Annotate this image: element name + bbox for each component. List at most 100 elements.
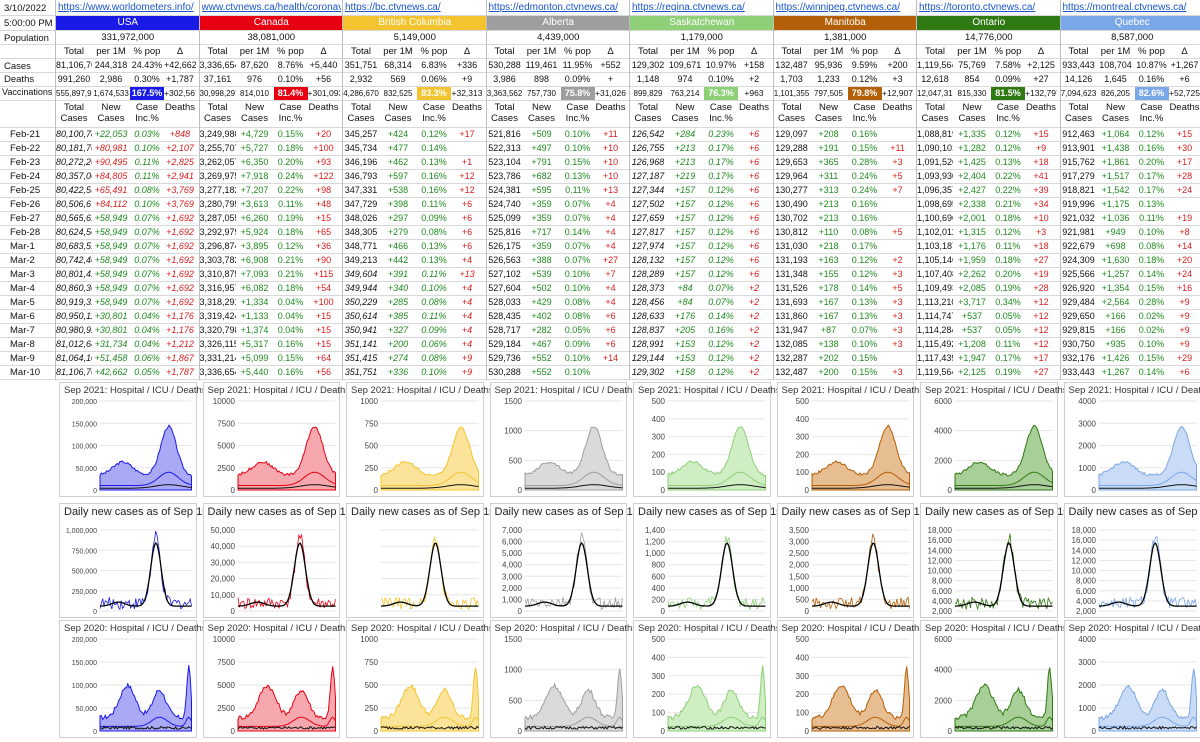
- daily-value: +157: [674, 199, 696, 209]
- daily-value: 525,816: [488, 227, 521, 237]
- daily-value: +15: [315, 213, 332, 223]
- daily-value: +3,613: [240, 199, 269, 209]
- y-tick-label: 18,000: [928, 526, 953, 535]
- daily-value: 0.07%: [564, 255, 591, 265]
- y-tick-label: 250: [365, 704, 379, 713]
- grid-line: [0, 15, 1200, 16]
- daily-value: +155: [818, 269, 839, 279]
- y-tick-label: 0: [804, 607, 809, 616]
- daily-value: +84: [677, 297, 693, 307]
- region-url-link[interactable]: https://winnipeg.ctvnews.ca/: [775, 2, 901, 13]
- chart-plot: 500 400 300 200 100 0: [795, 397, 910, 495]
- deaths-series: [524, 725, 623, 731]
- y-tick-label: 100: [795, 709, 809, 718]
- daily-value: +4: [461, 255, 473, 265]
- daily-value: +8: [1179, 227, 1190, 237]
- daily-value: +509: [531, 129, 552, 139]
- stat-value: 7.58%: [995, 60, 1021, 70]
- daily-value: +4: [605, 283, 616, 293]
- daily-value: +3: [892, 297, 903, 307]
- y-tick-label: 500,000: [72, 569, 97, 576]
- daily-value: +213: [674, 157, 696, 167]
- daily-value: 1,115,492: [917, 339, 953, 349]
- daily-value: 0.07%: [134, 283, 160, 293]
- daily-value: +1,354: [1101, 283, 1130, 293]
- daily-value: +274: [387, 353, 409, 363]
- daily-value: 80,181,767: [56, 143, 92, 153]
- daily-value: +2: [748, 311, 760, 321]
- daily-value: 80,506,670: [56, 199, 92, 209]
- daily-value: 127,344: [631, 185, 665, 195]
- daily-value: 0.16%: [851, 199, 878, 209]
- y-tick-label: 2,000: [1075, 607, 1096, 616]
- region-population: 1,179,000: [680, 32, 723, 43]
- y-tick-label: 400: [795, 415, 809, 424]
- daily-value: +391: [387, 269, 409, 279]
- chart-plot: 500 400 300 200 100 0: [795, 635, 910, 736]
- y-tick-label: 0: [661, 607, 666, 616]
- region-url-link[interactable]: www.ctvnews.ca/health/coronavirus/: [201, 2, 342, 13]
- moving-average-series: [954, 541, 1053, 607]
- daily-value: +6: [605, 339, 616, 349]
- y-tick-label: 600: [652, 572, 666, 581]
- grid-line: [0, 253, 1200, 254]
- region-url-link[interactable]: https://edmonton.ctvnews.ca/: [488, 2, 619, 13]
- daily-value: 127,187: [631, 171, 665, 181]
- region-url-link[interactable]: https://regina.ctvnews.ca/: [632, 2, 745, 13]
- daily-value: 0.07%: [564, 199, 591, 209]
- region-url-link[interactable]: https://www.worldometers.info/: [58, 2, 194, 13]
- region-title: Ontario: [917, 16, 1061, 30]
- stats-col-header: per 1M: [670, 46, 700, 57]
- daily-col-header: Total Cases: [491, 102, 518, 124]
- daily-value: 3,292,979: [199, 227, 236, 237]
- daily-value: +90,495: [94, 157, 128, 167]
- grid-line: [0, 141, 1200, 142]
- stat-value: 0.16%: [1138, 74, 1165, 84]
- daily-value: 128,991: [631, 339, 665, 349]
- chart-hospital-2020: Sep 2020: Hospital / ICU / Deaths 1000 750…: [346, 620, 494, 738]
- stats-col-header: per 1M: [526, 46, 557, 57]
- daily-col-header: Deaths: [308, 102, 339, 113]
- y-tick-label: 500: [652, 397, 666, 406]
- y-tick-label: 200: [652, 690, 666, 699]
- date-label: Feb-28: [10, 227, 41, 238]
- daily-value: 915,762: [1062, 157, 1095, 167]
- daily-value: 80,357,067: [56, 171, 92, 181]
- stats-col-header: per 1M: [1100, 46, 1131, 57]
- daily-value: +297: [387, 213, 409, 223]
- region-url-link[interactable]: https://toronto.ctvnews.ca/: [919, 2, 1036, 13]
- daily-value: 128,132: [631, 255, 665, 265]
- stats-col-header: % pop: [420, 46, 448, 57]
- stat-value: 244,318: [94, 60, 128, 70]
- y-tick-label: 5,000: [501, 549, 522, 558]
- grid-line: [0, 127, 1200, 128]
- daily-value: +1,176: [958, 241, 986, 251]
- y-tick-label: 4,000: [1075, 597, 1096, 606]
- daily-value: +31,734: [94, 339, 128, 349]
- y-tick-label: 500: [508, 456, 522, 465]
- daily-col-header: Total Cases: [1065, 102, 1092, 124]
- stats-col-header: Total: [494, 46, 515, 57]
- stat-value: 1,703: [780, 74, 803, 84]
- daily-value: 929,484: [1062, 297, 1095, 307]
- daily-value: 0.10%: [564, 143, 591, 153]
- daily-value: 80,565,619: [56, 213, 92, 223]
- chart-hospital-2020: Sep 2020: Hospital / ICU / Deaths 1500 100…: [489, 620, 637, 738]
- daily-value: 0.13%: [564, 171, 591, 181]
- y-tick-label: 5000: [217, 442, 235, 451]
- stat-value: 763,214: [670, 89, 700, 98]
- y-tick-label: 400: [652, 415, 666, 424]
- date-label: Feb-23: [10, 157, 41, 168]
- daily-value: +20: [1176, 255, 1193, 265]
- icu-series: [99, 471, 192, 491]
- daily-value: 0.18%: [277, 227, 304, 237]
- y-tick-label: 16,000: [928, 536, 953, 545]
- daily-value: +41: [1033, 171, 1049, 181]
- chart-plot: 4000 3000 2000 1000 0: [1078, 397, 1197, 495]
- daily-value: +497: [531, 143, 552, 153]
- region-url-link[interactable]: https://montreal.ctvnews.ca/: [1062, 2, 1187, 13]
- daily-col-header: Deaths: [595, 102, 626, 113]
- daily-value: +1,787: [166, 367, 194, 377]
- daily-value: +14: [1176, 241, 1193, 251]
- region-url-link[interactable]: https://bc.ctvnews.ca/: [345, 2, 441, 13]
